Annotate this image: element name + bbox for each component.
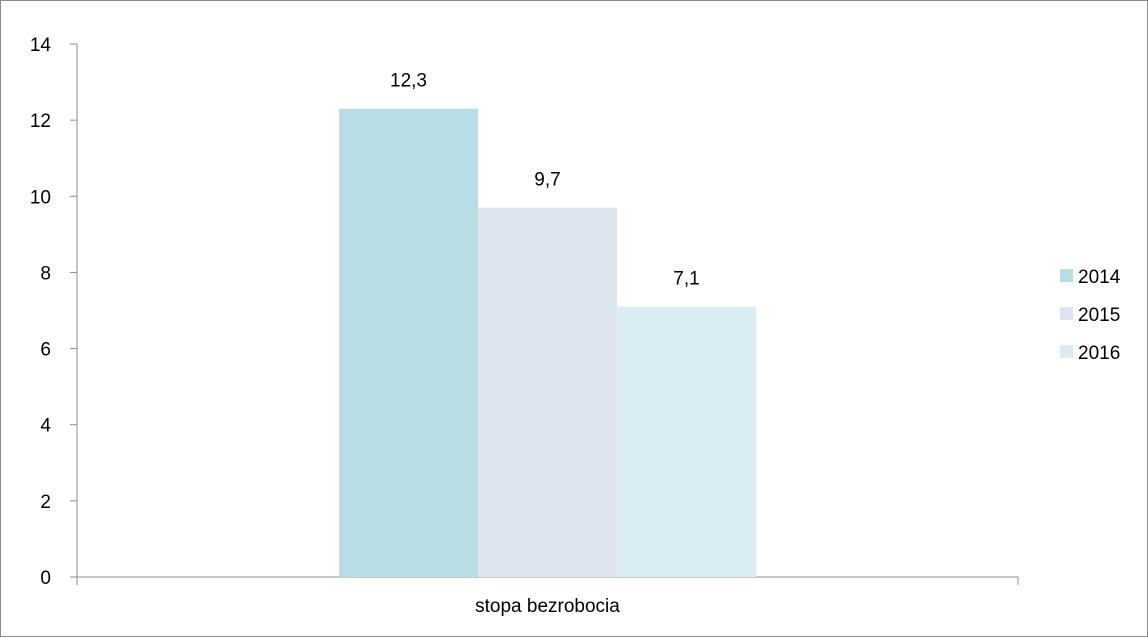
legend-label-2016: 2016: [1078, 343, 1120, 364]
data-label-2015: 9,7: [534, 170, 560, 191]
y-tick-label: 14: [30, 35, 52, 56]
legend: 2014 2015 2016: [1060, 267, 1121, 364]
bar-2015: [478, 207, 617, 577]
x-axis-labels: stopa bezrobocia: [475, 596, 620, 617]
data-label-2014: 12,3: [390, 71, 427, 92]
y-tick-label: 2: [40, 492, 51, 513]
legend-swatch-2016: [1060, 345, 1073, 358]
data-labels: 12,3 9,7 7,1: [390, 71, 700, 290]
bars: [339, 108, 756, 577]
bar-2016: [617, 306, 756, 577]
y-tick-label: 8: [40, 263, 51, 284]
x-category-label: stopa bezrobocia: [475, 596, 620, 617]
y-axis-ticks: 0 2 4 6 8 10 12 14: [30, 35, 77, 589]
legend-swatch-2014: [1060, 269, 1073, 282]
legend-label-2015: 2015: [1078, 305, 1120, 326]
y-tick-label: 10: [30, 187, 51, 208]
y-tick-label: 6: [40, 340, 51, 361]
legend-swatch-2015: [1060, 307, 1073, 320]
y-tick-label: 4: [40, 416, 51, 437]
data-label-2016: 7,1: [673, 269, 699, 290]
y-tick-label: 12: [30, 111, 51, 132]
bar-2014: [339, 108, 478, 577]
y-tick-label: 0: [40, 568, 51, 589]
legend-label-2014: 2014: [1078, 267, 1121, 288]
